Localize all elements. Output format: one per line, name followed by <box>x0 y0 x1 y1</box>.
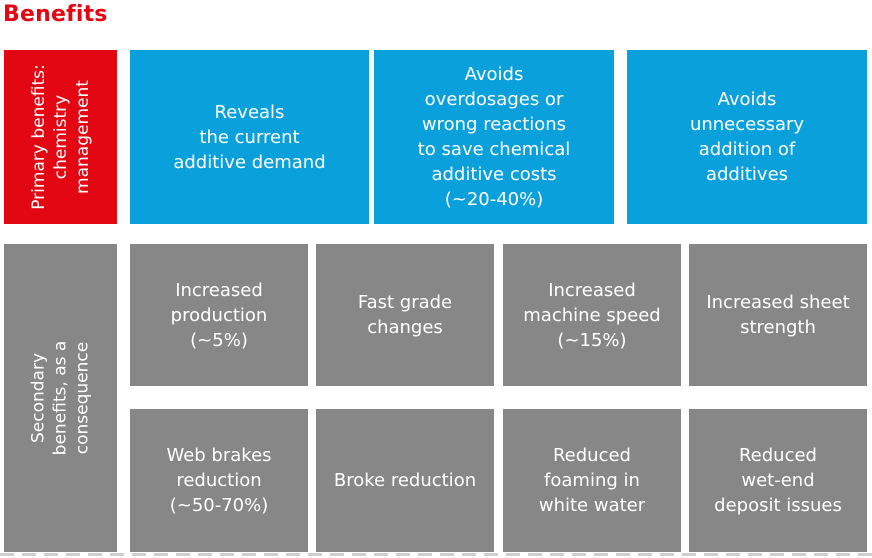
primary-label-line: management <box>72 80 93 194</box>
secondary-benefit-broke-reduction: Broke reduction <box>316 409 494 552</box>
secondary-benefit-machine-speed: Increased machine speed (~15%) <box>503 244 681 386</box>
benefit-text-line: production <box>170 304 268 326</box>
benefit-text-line: Avoids <box>717 89 777 110</box>
benefit-text-line: wet-end <box>741 470 815 491</box>
benefit-text-line: changes <box>367 317 443 338</box>
secondary-benefit-reduced-foaming: Reduced foaming in white water <box>503 409 681 552</box>
benefit-text-line: Broke reduction <box>333 470 477 491</box>
benefit-text-line: Reduced <box>552 445 631 466</box>
benefit-text-line: Avoids <box>464 64 524 85</box>
benefit-text-line: additive costs <box>431 164 557 185</box>
secondary-benefit-reduced-deposit-issues: Reduced wet-end deposit issues <box>689 409 867 552</box>
benefit-text-line: additive demand <box>173 151 326 173</box>
benefit-text-line: machine speed <box>523 304 661 326</box>
benefit-text-line: Web brakes <box>166 445 272 466</box>
benefit-text-line: Reveals <box>214 101 285 123</box>
secondary-label-line: benefits, as a <box>50 340 71 456</box>
primary-label-line: Primary benefits: <box>28 64 49 210</box>
benefit-text-line: reduction <box>176 470 262 491</box>
secondary-benefits-label: Secondary benefits, as a consequence <box>4 244 117 552</box>
benefit-text-line: additives <box>705 164 789 185</box>
benefit-text-line: (~5%) <box>190 329 248 351</box>
benefit-text-line: (~15%) <box>557 329 627 351</box>
primary-benefit-avoids-overdosages: Avoids overdosages or wrong reactions to… <box>374 50 614 224</box>
primary-benefit-avoids-unnecessary: Avoids unnecessary addition of additives <box>627 50 867 224</box>
bottom-dashed-divider <box>0 553 872 556</box>
secondary-label-line: Secondary <box>28 352 49 444</box>
benefit-text-line: (~50-70%) <box>169 495 269 516</box>
primary-benefits-label: Primary benefits: chemistry management <box>4 50 117 224</box>
benefit-text-line: foaming in <box>544 470 640 491</box>
benefit-text-line: Increased <box>175 279 263 301</box>
benefit-text-line: wrong reactions <box>421 114 567 135</box>
benefit-text-line: white water <box>538 495 646 516</box>
benefit-text-line: addition of <box>698 139 796 160</box>
benefit-text-line: overdosages or <box>424 89 564 110</box>
primary-label-line: chemistry <box>50 94 71 180</box>
benefit-text-line: strength <box>740 317 816 338</box>
benefit-text-line: unnecessary <box>689 114 805 135</box>
secondary-benefit-fast-grade-changes: Fast grade changes <box>316 244 494 386</box>
page-title: Benefits <box>3 2 108 27</box>
secondary-benefit-sheet-strength: Increased sheet strength <box>689 244 867 386</box>
benefit-text-line: (~20-40%) <box>444 189 544 210</box>
benefit-text-line: Increased <box>548 279 636 301</box>
secondary-benefit-web-brakes-reduction: Web brakes reduction (~50-70%) <box>130 409 308 552</box>
benefit-text-line: deposit issues <box>714 495 842 516</box>
secondary-label-line: consequence <box>72 341 93 455</box>
secondary-benefit-increased-production: Increased production (~5%) <box>130 244 308 386</box>
benefit-text-line: to save chemical <box>417 139 571 160</box>
benefit-text-line: Reduced <box>738 445 817 466</box>
benefit-text-line: Increased sheet <box>706 292 850 313</box>
benefit-text-line: Fast grade <box>357 292 453 313</box>
benefit-text-line: the current <box>199 126 300 148</box>
primary-benefit-reveals-demand: Reveals the current additive demand <box>130 50 369 224</box>
